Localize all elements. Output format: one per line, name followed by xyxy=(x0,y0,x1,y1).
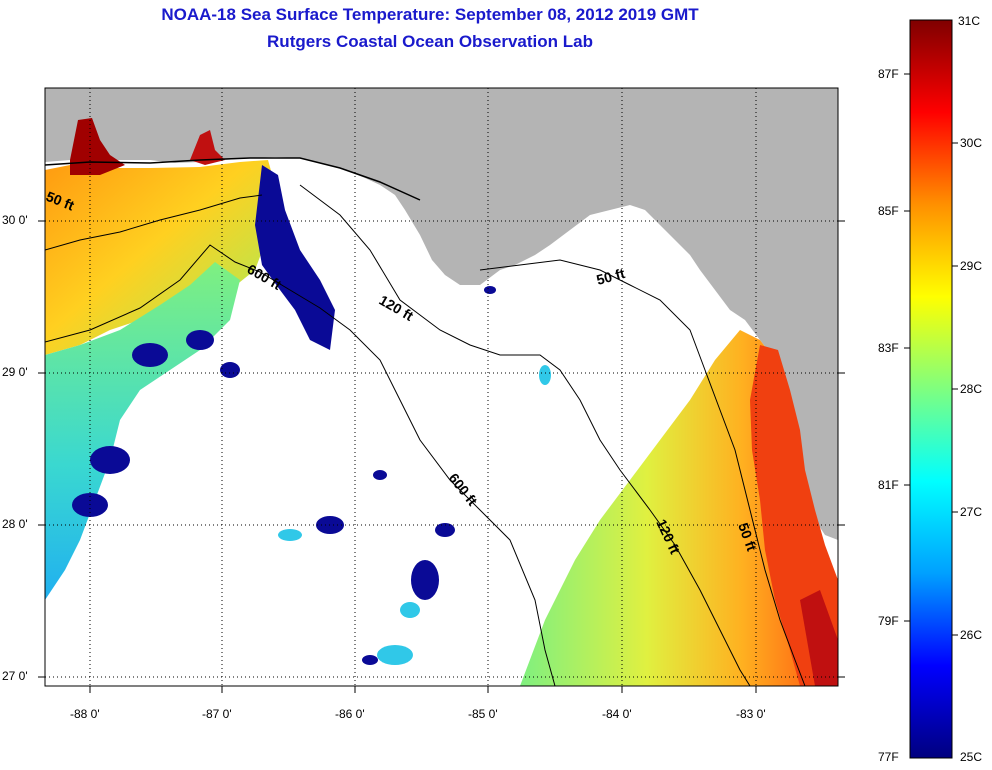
colorbar-fahrenheit-label: 77F xyxy=(878,750,899,764)
contour-120ft xyxy=(299,184,751,686)
lon-label: -85 0' xyxy=(468,707,498,721)
lat-label: 30 0' xyxy=(2,213,28,227)
map-title: NOAA-18 Sea Surface Temperature: Septemb… xyxy=(161,5,699,24)
land xyxy=(45,88,838,540)
contour-50ft-west xyxy=(45,194,263,251)
colorbar-celsius-label: 27C xyxy=(960,505,983,519)
coastline-north xyxy=(45,157,421,201)
sst-hot-bay-2 xyxy=(190,130,225,165)
colorbar xyxy=(909,19,953,759)
lat-label: 27 0' xyxy=(2,669,28,683)
tick-marks xyxy=(38,220,845,693)
lon-label: -86 0' xyxy=(335,707,365,721)
colorbar-fahrenheit-label: 87F xyxy=(878,67,899,81)
colorbar-celsius-label: 28C xyxy=(960,382,983,396)
plot-frame xyxy=(44,87,839,687)
sst-warm-nw xyxy=(45,160,275,355)
sst-cold-patches xyxy=(72,286,496,665)
lon-label: -87 0' xyxy=(202,707,232,721)
colorbar-celsius-label: 26C xyxy=(960,628,983,642)
colorbar-celsius-label: 25C xyxy=(960,750,983,764)
colorbar-ticks xyxy=(904,73,958,636)
map-subtitle: Rutgers Coastal Ocean Observation Lab xyxy=(267,32,593,51)
lon-label: -88 0' xyxy=(70,707,100,721)
sst-cold-band xyxy=(255,165,335,350)
colorbar-fahrenheit-label: 85F xyxy=(878,204,899,218)
lon-label: -83 0' xyxy=(736,707,766,721)
sst-hot-tip xyxy=(800,590,838,686)
lat-label: 29 0' xyxy=(2,365,28,379)
colorbar-fahrenheit-label: 81F xyxy=(878,478,899,492)
contour-600ft-west xyxy=(45,244,556,686)
colorbar-fahrenheit-label: 83F xyxy=(878,341,899,355)
sst-hot-bay xyxy=(70,118,125,175)
lon-label: -84 0' xyxy=(602,707,632,721)
colorbar-celsius-label: 29C xyxy=(960,259,983,273)
contour-50ft-east xyxy=(479,259,806,686)
graticule xyxy=(45,88,838,686)
colorbar-celsius-label: 30C xyxy=(960,136,983,150)
sst-cyan-patches xyxy=(278,365,551,665)
colorbar-fahrenheit-label: 79F xyxy=(878,614,899,628)
bathymetry-contours xyxy=(45,157,806,686)
contour-label: 50 ft xyxy=(595,265,627,288)
colorbar-celsius-label: 31C xyxy=(958,14,981,28)
lat-label: 28 0' xyxy=(2,517,28,531)
